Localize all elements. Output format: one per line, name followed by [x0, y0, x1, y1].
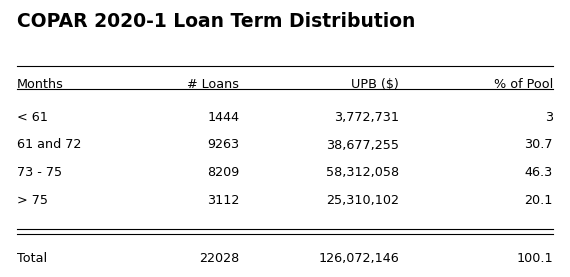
Text: # Loans: # Loans — [188, 78, 239, 91]
Text: > 75: > 75 — [17, 194, 48, 207]
Text: 61 and 72: 61 and 72 — [17, 138, 82, 152]
Text: 3: 3 — [545, 111, 553, 124]
Text: % of Pool: % of Pool — [494, 78, 553, 91]
Text: Total: Total — [17, 252, 47, 265]
Text: 38,677,255: 38,677,255 — [326, 138, 399, 152]
Text: 8209: 8209 — [207, 166, 239, 179]
Text: 46.3: 46.3 — [524, 166, 553, 179]
Text: < 61: < 61 — [17, 111, 48, 124]
Text: 100.1: 100.1 — [516, 252, 553, 265]
Text: 3,772,731: 3,772,731 — [334, 111, 399, 124]
Text: 58,312,058: 58,312,058 — [326, 166, 399, 179]
Text: Months: Months — [17, 78, 64, 91]
Text: 3112: 3112 — [207, 194, 239, 207]
Text: 25,310,102: 25,310,102 — [326, 194, 399, 207]
Text: 9263: 9263 — [207, 138, 239, 152]
Text: 126,072,146: 126,072,146 — [318, 252, 399, 265]
Text: UPB ($): UPB ($) — [351, 78, 399, 91]
Text: 73 - 75: 73 - 75 — [17, 166, 62, 179]
Text: COPAR 2020-1 Loan Term Distribution: COPAR 2020-1 Loan Term Distribution — [17, 12, 416, 32]
Text: 22028: 22028 — [199, 252, 239, 265]
Text: 1444: 1444 — [207, 111, 239, 124]
Text: 20.1: 20.1 — [524, 194, 553, 207]
Text: 30.7: 30.7 — [524, 138, 553, 152]
